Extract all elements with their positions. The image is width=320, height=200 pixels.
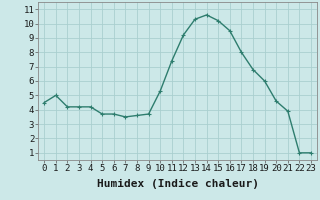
X-axis label: Humidex (Indice chaleur): Humidex (Indice chaleur) — [97, 179, 259, 189]
